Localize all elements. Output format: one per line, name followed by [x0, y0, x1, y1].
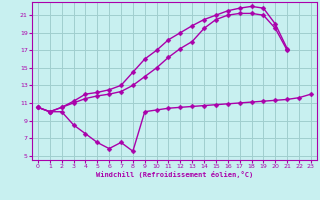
- X-axis label: Windchill (Refroidissement éolien,°C): Windchill (Refroidissement éolien,°C): [96, 171, 253, 178]
